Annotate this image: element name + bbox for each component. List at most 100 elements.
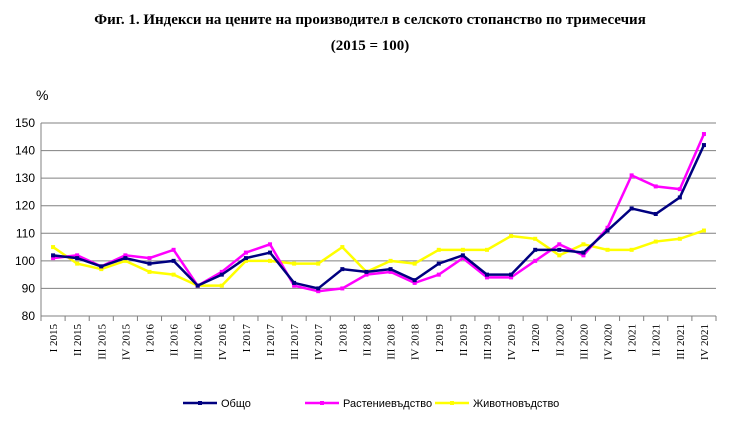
data-point	[701, 228, 706, 233]
data-point	[436, 247, 441, 252]
data-point	[581, 250, 586, 255]
data-point	[388, 258, 393, 263]
data-point	[605, 225, 610, 230]
data-point	[51, 256, 56, 261]
data-point	[388, 269, 393, 274]
data-point	[677, 236, 682, 241]
x-tick-label: II 2016	[169, 324, 181, 357]
x-tick-label: II 2019	[458, 324, 470, 357]
data-point	[581, 253, 586, 258]
x-tick-label: I 2019	[434, 324, 446, 353]
data-point	[484, 275, 489, 280]
y-tick-label: 110	[16, 226, 35, 240]
data-point	[581, 242, 586, 247]
data-point	[75, 256, 80, 261]
data-point	[629, 247, 634, 252]
x-tick-label: IV 2021	[699, 324, 711, 360]
data-point	[147, 269, 152, 274]
x-tick-label: I 2015	[48, 324, 60, 353]
x-tick-label: II 2018	[361, 324, 373, 357]
data-point	[292, 280, 297, 285]
x-tick-label: I 2021	[627, 324, 639, 352]
x-tick-label: IV 2018	[410, 324, 422, 361]
data-point	[701, 132, 706, 137]
data-point	[653, 184, 658, 189]
data-point	[171, 258, 176, 263]
y-tick-label: 80	[22, 309, 36, 323]
x-tick-label: IV 2016	[217, 324, 229, 361]
x-tick-label: I 2017	[241, 324, 253, 353]
data-point	[340, 286, 345, 291]
data-point	[340, 267, 345, 272]
data-point	[75, 253, 80, 258]
x-tick-label: III 2020	[578, 324, 590, 360]
data-point	[123, 253, 128, 258]
data-point	[268, 258, 273, 263]
y-tick-label: 130	[15, 171, 35, 185]
data-point	[533, 247, 538, 252]
data-point	[99, 264, 104, 269]
x-tick-label: II 2020	[554, 324, 566, 357]
data-point	[195, 283, 200, 288]
data-point	[484, 247, 489, 252]
data-point	[147, 256, 152, 261]
data-point	[75, 261, 80, 266]
data-point	[292, 261, 297, 266]
data-point	[364, 269, 369, 274]
x-tick-label: III 2017	[289, 324, 301, 360]
data-point	[99, 267, 104, 272]
data-point	[533, 258, 538, 263]
data-point	[460, 247, 465, 252]
data-point	[412, 261, 417, 266]
data-point	[509, 272, 514, 277]
legend-label: Животновъдство	[473, 398, 559, 410]
x-tick-label: I 2016	[144, 324, 156, 353]
data-point	[509, 234, 514, 239]
data-point	[171, 247, 176, 252]
x-tick-label: II 2015	[72, 324, 84, 357]
data-point	[653, 239, 658, 244]
data-point	[51, 253, 56, 258]
data-point	[677, 187, 682, 192]
y-tick-label: 140	[15, 144, 35, 158]
x-tick-label: III 2019	[482, 324, 494, 360]
data-point	[557, 253, 562, 258]
data-point	[677, 195, 682, 200]
data-point	[268, 250, 273, 255]
data-point	[123, 256, 128, 261]
data-point	[484, 272, 489, 277]
data-point	[509, 275, 514, 280]
y-tick-label: 120	[15, 199, 35, 213]
x-tick-label: III 2021	[675, 324, 687, 360]
x-tick-label: I 2018	[337, 324, 349, 353]
data-point	[436, 261, 441, 266]
data-point	[219, 283, 224, 288]
data-point	[268, 242, 273, 247]
y-tick-label: 90	[22, 281, 36, 295]
x-tick-label: IV 2019	[506, 324, 518, 361]
data-point	[653, 211, 658, 216]
data-point	[436, 272, 441, 277]
data-point	[412, 280, 417, 285]
y-axis-label: %	[36, 87, 48, 103]
data-point	[316, 289, 321, 294]
chart-title: Фиг. 1. Индекси на цените на производите…	[94, 12, 646, 28]
data-point	[243, 258, 248, 263]
data-point	[412, 278, 417, 283]
x-tick-label: IV 2015	[120, 324, 132, 361]
data-point	[533, 236, 538, 241]
x-tick-label: II 2017	[265, 324, 277, 357]
data-point	[243, 256, 248, 261]
chart-subtitle: (2015 = 100)	[330, 38, 410, 54]
data-point	[219, 272, 224, 277]
data-point	[364, 272, 369, 277]
legend-marker	[198, 401, 202, 405]
data-point	[219, 269, 224, 274]
series-line-2	[52, 229, 705, 287]
x-tick-label: IV 2017	[313, 324, 325, 361]
data-point	[316, 261, 321, 266]
data-point	[340, 245, 345, 250]
data-point	[147, 261, 152, 266]
series-line-0	[52, 144, 706, 290]
